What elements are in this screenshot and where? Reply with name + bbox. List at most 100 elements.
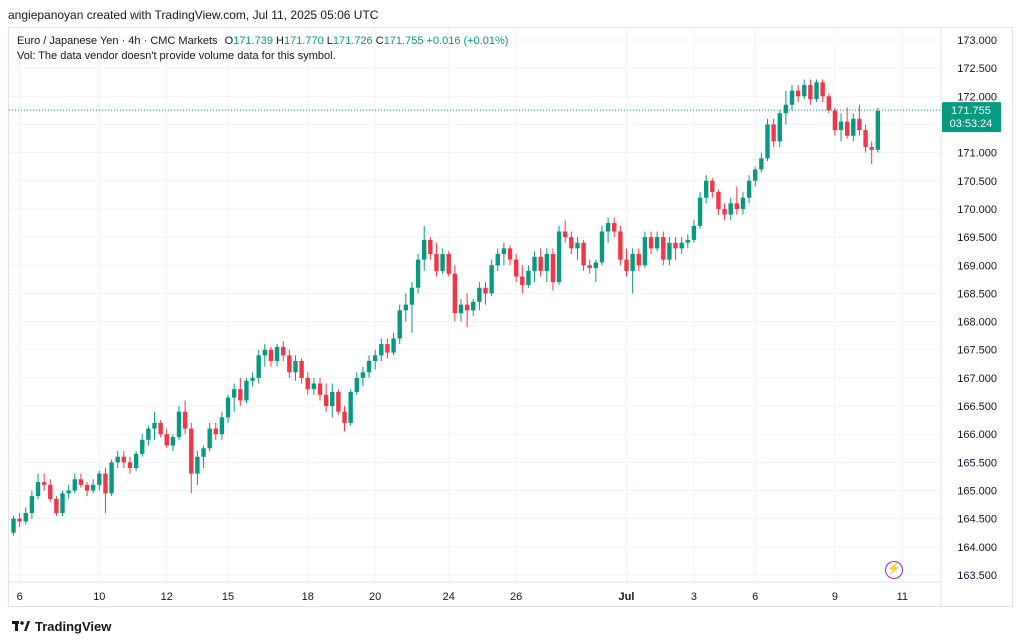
candle-body: [728, 203, 733, 215]
y-tick-label: 166.000: [957, 429, 997, 441]
candle-body: [863, 130, 868, 147]
price-badge-countdown: 03:53:24: [950, 118, 993, 130]
tradingview-logo-icon: [12, 621, 30, 631]
candle-body: [844, 121, 850, 136]
candle-body: [630, 254, 635, 271]
candle-body: [875, 111, 881, 150]
candle-body: [489, 265, 494, 294]
candle-body: [587, 265, 592, 269]
x-tick-label: 11: [897, 591, 908, 603]
lightning-bolt-icon[interactable]: ⚡: [885, 561, 903, 579]
candle-body: [287, 355, 292, 373]
candle-body: [563, 231, 568, 238]
candle-body: [274, 346, 280, 361]
candle-body: [722, 208, 727, 215]
candle-body: [250, 377, 255, 381]
candle-body: [115, 456, 120, 463]
candle-body: [336, 391, 341, 412]
candle-body: [268, 349, 274, 361]
candle-body: [189, 428, 194, 474]
y-tick-label: 172.500: [957, 63, 997, 75]
y-tick-label: 169.500: [957, 232, 997, 244]
candle-body: [176, 411, 182, 438]
candle-body: [777, 113, 782, 142]
footer-brand[interactable]: TradingView: [12, 619, 111, 634]
low-label: L: [326, 35, 333, 47]
candle-body: [415, 259, 421, 288]
candle-body: [428, 239, 433, 254]
candle-body: [397, 310, 402, 339]
candle-body: [293, 361, 298, 373]
x-tick-label: 10: [93, 591, 105, 603]
symbol-title[interactable]: Euro / Japanese Yen · 4h · CMC Markets: [17, 35, 218, 47]
candle-body: [35, 482, 41, 497]
x-tick-label: 24: [443, 591, 455, 603]
candle-body: [152, 422, 157, 429]
x-tick-label: 15: [222, 591, 234, 603]
chart-attribution: angiepanoyan created with TradingView.co…: [8, 8, 379, 22]
candle-body: [133, 453, 139, 468]
candle-body: [170, 437, 176, 446]
candle-body: [477, 287, 482, 302]
candle-body: [759, 158, 764, 170]
candle-body: [48, 484, 53, 499]
candle-body: [642, 237, 648, 266]
x-tick-label: Jul: [619, 591, 635, 603]
candle-body: [342, 411, 347, 423]
candle-body: [158, 422, 163, 435]
high-value: 171.770: [283, 35, 324, 47]
close-label: C: [375, 35, 384, 47]
y-tick-label: 173.000: [957, 35, 997, 47]
y-tick-label: 166.500: [957, 401, 997, 413]
candle-body: [60, 493, 65, 514]
price-badge[interactable]: [942, 102, 1001, 133]
candle-body: [783, 104, 789, 114]
candle-body: [366, 361, 372, 373]
x-tick-label: 6: [752, 591, 758, 603]
candle-body: [556, 231, 562, 283]
chart-frame[interactable]: [8, 27, 1013, 607]
candle-body: [532, 256, 537, 271]
y-tick-label: 169.000: [957, 260, 997, 272]
candle-body: [434, 254, 439, 271]
candle-body: [575, 242, 580, 249]
footer-brand-label: TradingView: [35, 619, 112, 634]
candle-body: [691, 225, 697, 240]
candle-body: [740, 197, 746, 209]
candle-body: [219, 417, 225, 435]
y-tick-label: 167.500: [957, 345, 997, 357]
candle-body: [624, 259, 629, 271]
candle-body: [84, 484, 90, 491]
candle-body: [201, 448, 206, 457]
low-value: 171.726: [332, 35, 373, 47]
candle-body: [544, 254, 550, 271]
candle-body: [654, 237, 660, 249]
candle-body: [697, 197, 703, 226]
candle-body: [771, 124, 776, 142]
candle-body: [422, 239, 427, 260]
high-label: H: [276, 35, 284, 47]
candle-body: [281, 346, 286, 356]
candle-body: [54, 498, 59, 514]
price-badge-value: 171.755: [951, 105, 991, 117]
y-tick-label: 164.000: [957, 542, 997, 554]
candle-body: [182, 411, 188, 429]
candle-body: [90, 484, 96, 491]
candle-body: [526, 270, 531, 285]
candle-body: [146, 428, 151, 440]
candle-body: [857, 118, 862, 131]
open-value: 171.739: [233, 35, 273, 47]
y-tick-label: 171.000: [957, 148, 997, 160]
candle-body: [244, 380, 249, 401]
candle-body: [66, 490, 71, 494]
x-tick-label: 9: [832, 591, 838, 603]
y-tick-label: 168.500: [957, 288, 997, 300]
volume-note: Vol: The data vendor doesn't provide vol…: [17, 50, 336, 62]
candle-body: [11, 518, 16, 533]
x-tick-label: 20: [369, 591, 381, 603]
candle-body: [446, 254, 451, 274]
candle-body: [409, 287, 415, 305]
candle-body: [753, 169, 758, 181]
candle-body: [746, 180, 752, 198]
